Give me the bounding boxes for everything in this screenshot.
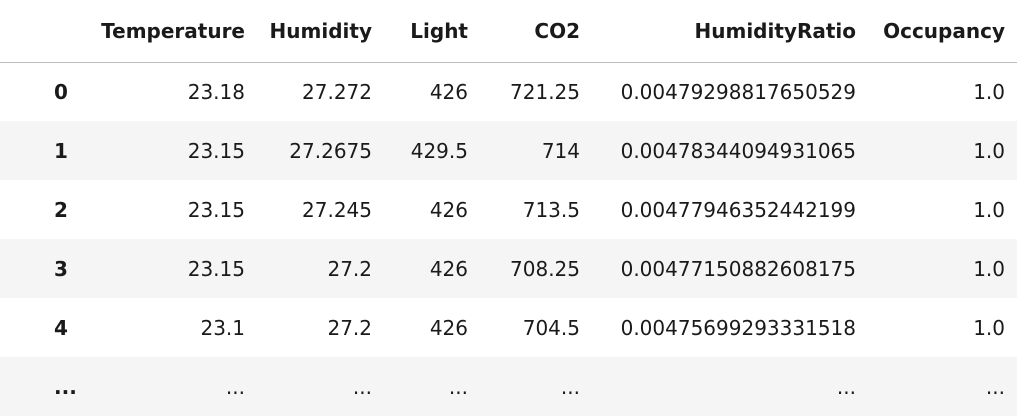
table-cell: 0.00475699293331518: [620, 315, 856, 340]
row-index: ...: [54, 374, 77, 399]
table-cell: ...: [225, 374, 245, 399]
column-header: Occupancy: [868, 0, 1017, 63]
column-header: HumidityRatio: [592, 0, 868, 63]
table-cell: ...: [560, 374, 580, 399]
table-cell: 23.15: [187, 138, 245, 163]
table-cell: 27.2: [327, 315, 372, 340]
table-cell: 23.15: [187, 256, 245, 281]
row-index: 0: [54, 79, 68, 104]
table-cell: 27.245: [302, 197, 372, 222]
table-cell: ...: [448, 374, 468, 399]
table-cell: 714: [541, 138, 580, 163]
table-cell: ...: [352, 374, 372, 399]
table-cell: 23.18: [187, 79, 245, 104]
row-index: 3: [54, 256, 68, 281]
table-cell: 0.00479298817650529: [620, 79, 856, 104]
table-cell: 27.2: [327, 256, 372, 281]
table-cell: 708.25: [510, 256, 580, 281]
table-cell: 0.00478344094931065: [620, 138, 856, 163]
column-header: Light: [384, 0, 480, 63]
row-index: 4: [54, 315, 68, 340]
index-header: [0, 0, 80, 63]
table-cell: 426: [429, 79, 468, 104]
table-cell: 721.25: [510, 79, 580, 104]
table-cell: 0.00477946352442199: [620, 197, 856, 222]
column-header: CO2: [480, 0, 592, 63]
table-cell: ...: [836, 374, 856, 399]
row-index: 2: [54, 197, 68, 222]
table-cell: 1.0: [973, 197, 1005, 222]
table-cell: 27.272: [302, 79, 372, 104]
table-body: 0 23.18 27.272 426 721.25 0.00479298817650529…: [0, 62, 1017, 416]
column-header: Temperature: [80, 0, 257, 63]
table-cell: 1.0: [973, 138, 1005, 163]
column-header: Humidity: [257, 0, 384, 63]
table-cell: 426: [429, 256, 468, 281]
table-cell: 23.1: [200, 315, 245, 340]
table-row: 2 23.15 27.245 426 713.5 0.00477946352442199 1…: [0, 180, 1017, 239]
table-row: 3 23.15 27.2 426 708.25 0.00477150882608175 1.…: [0, 239, 1017, 298]
table-cell: 0.00477150882608175: [620, 256, 856, 281]
table-cell: ...: [985, 374, 1005, 399]
table-cell: 713.5: [522, 197, 580, 222]
table-row: .....................: [0, 357, 1017, 416]
table-cell: 426: [429, 315, 468, 340]
table-row: 0 23.18 27.272 426 721.25 0.00479298817650529…: [0, 62, 1017, 121]
table-cell: 23.15: [187, 197, 245, 222]
table-cell: 429.5: [410, 138, 468, 163]
table-cell: 27.2675: [289, 138, 372, 163]
table-header: Temperature Humidity Light CO2 HumidityRatio…: [0, 0, 1017, 63]
table-cell: 426: [429, 197, 468, 222]
header-row: Temperature Humidity Light CO2 HumidityRatio…: [0, 0, 1017, 63]
row-index: 1: [54, 138, 68, 163]
table-row: 4 23.1 27.2 426 704.5 0.00475699293331518 1.0: [0, 298, 1017, 357]
table-row: 1 23.15 27.2675 429.5 714 0.00478344094931065…: [0, 121, 1017, 180]
table-cell: 704.5: [522, 315, 580, 340]
table-cell: 1.0: [973, 315, 1005, 340]
table-cell: 1.0: [973, 79, 1005, 104]
table-cell: 1.0: [973, 256, 1005, 281]
